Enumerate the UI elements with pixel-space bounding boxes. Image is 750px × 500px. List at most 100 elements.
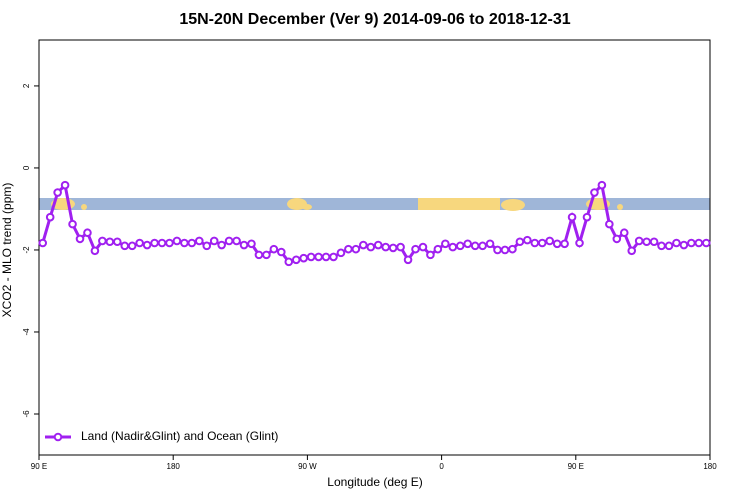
point	[597, 180, 607, 190]
point	[299, 253, 308, 263]
point	[239, 240, 249, 250]
point	[426, 250, 435, 260]
point	[351, 244, 361, 254]
point	[306, 252, 316, 262]
point	[329, 252, 338, 262]
point	[291, 255, 301, 265]
point	[344, 244, 353, 254]
point	[552, 239, 562, 249]
point	[672, 238, 681, 248]
y-tick-label: -6	[22, 410, 31, 418]
point	[448, 242, 458, 252]
point	[321, 252, 331, 262]
point	[545, 236, 555, 246]
x-tick-label: 90 E	[568, 462, 584, 471]
point	[75, 234, 85, 244]
point	[38, 238, 48, 248]
point	[60, 180, 70, 190]
point	[381, 242, 390, 252]
point	[590, 188, 599, 197]
point	[687, 238, 696, 248]
y-tick-label: -4	[22, 328, 31, 336]
point	[418, 242, 428, 252]
point	[135, 238, 144, 248]
x-axis-label: Longitude (deg E)	[327, 475, 422, 489]
point	[441, 239, 450, 249]
point	[478, 241, 487, 251]
point	[493, 245, 502, 255]
point	[388, 243, 398, 253]
point	[98, 236, 107, 246]
point	[642, 237, 651, 247]
point	[336, 248, 346, 258]
point	[53, 188, 62, 197]
point	[45, 212, 55, 222]
point	[500, 245, 510, 255]
point	[217, 240, 226, 250]
y-tick-label: -2	[22, 246, 31, 254]
point	[194, 236, 204, 246]
point	[314, 252, 323, 262]
point	[359, 240, 368, 250]
point	[83, 228, 92, 238]
point	[269, 244, 279, 254]
point	[634, 236, 644, 246]
x-tick-label: 90 E	[31, 462, 47, 471]
x-tick-label: 180	[703, 462, 717, 471]
x-tick-label: 90 W	[298, 462, 317, 471]
point	[403, 255, 413, 265]
point	[224, 236, 234, 246]
point	[694, 238, 704, 248]
point	[582, 212, 592, 222]
point	[701, 238, 711, 248]
y-tick-label: 2	[22, 83, 31, 88]
chart-title: 15N-20N December (Ver 9) 2014-09-06 to 2…	[179, 11, 570, 28]
point	[262, 250, 271, 260]
point	[232, 236, 241, 246]
point	[254, 250, 264, 260]
point	[463, 239, 472, 249]
point	[157, 238, 167, 248]
point	[172, 236, 182, 246]
point	[523, 235, 532, 245]
point	[165, 238, 174, 248]
point	[605, 219, 614, 229]
point	[202, 241, 212, 251]
legend-label: Land (Nadir&Glint) and Ocean (Glint)	[81, 429, 278, 443]
point	[657, 241, 666, 251]
point	[508, 244, 517, 254]
point	[627, 246, 637, 256]
point	[187, 238, 197, 248]
point	[180, 238, 189, 248]
point	[120, 241, 130, 251]
point	[530, 238, 540, 248]
point	[455, 241, 465, 251]
x-tick-label: 180	[167, 462, 181, 471]
point	[150, 238, 159, 248]
point	[485, 239, 495, 249]
point	[209, 236, 219, 246]
x-tick-label: 0	[439, 462, 444, 471]
point	[567, 212, 577, 222]
point	[411, 244, 420, 254]
point	[284, 257, 294, 267]
point	[575, 238, 584, 248]
point	[433, 244, 443, 254]
point	[470, 241, 480, 251]
legend-marker	[53, 432, 63, 442]
point	[373, 240, 383, 250]
point	[619, 228, 629, 238]
point	[142, 240, 152, 250]
y-axis-label: XCO2 - MLO trend (ppm)	[0, 183, 14, 318]
point	[90, 246, 100, 256]
point	[560, 239, 569, 249]
point	[127, 241, 137, 251]
point	[247, 239, 256, 249]
point	[515, 237, 525, 247]
point	[396, 242, 405, 252]
point	[105, 237, 115, 247]
map-band	[39, 198, 710, 211]
point	[664, 241, 674, 251]
point	[649, 237, 659, 247]
